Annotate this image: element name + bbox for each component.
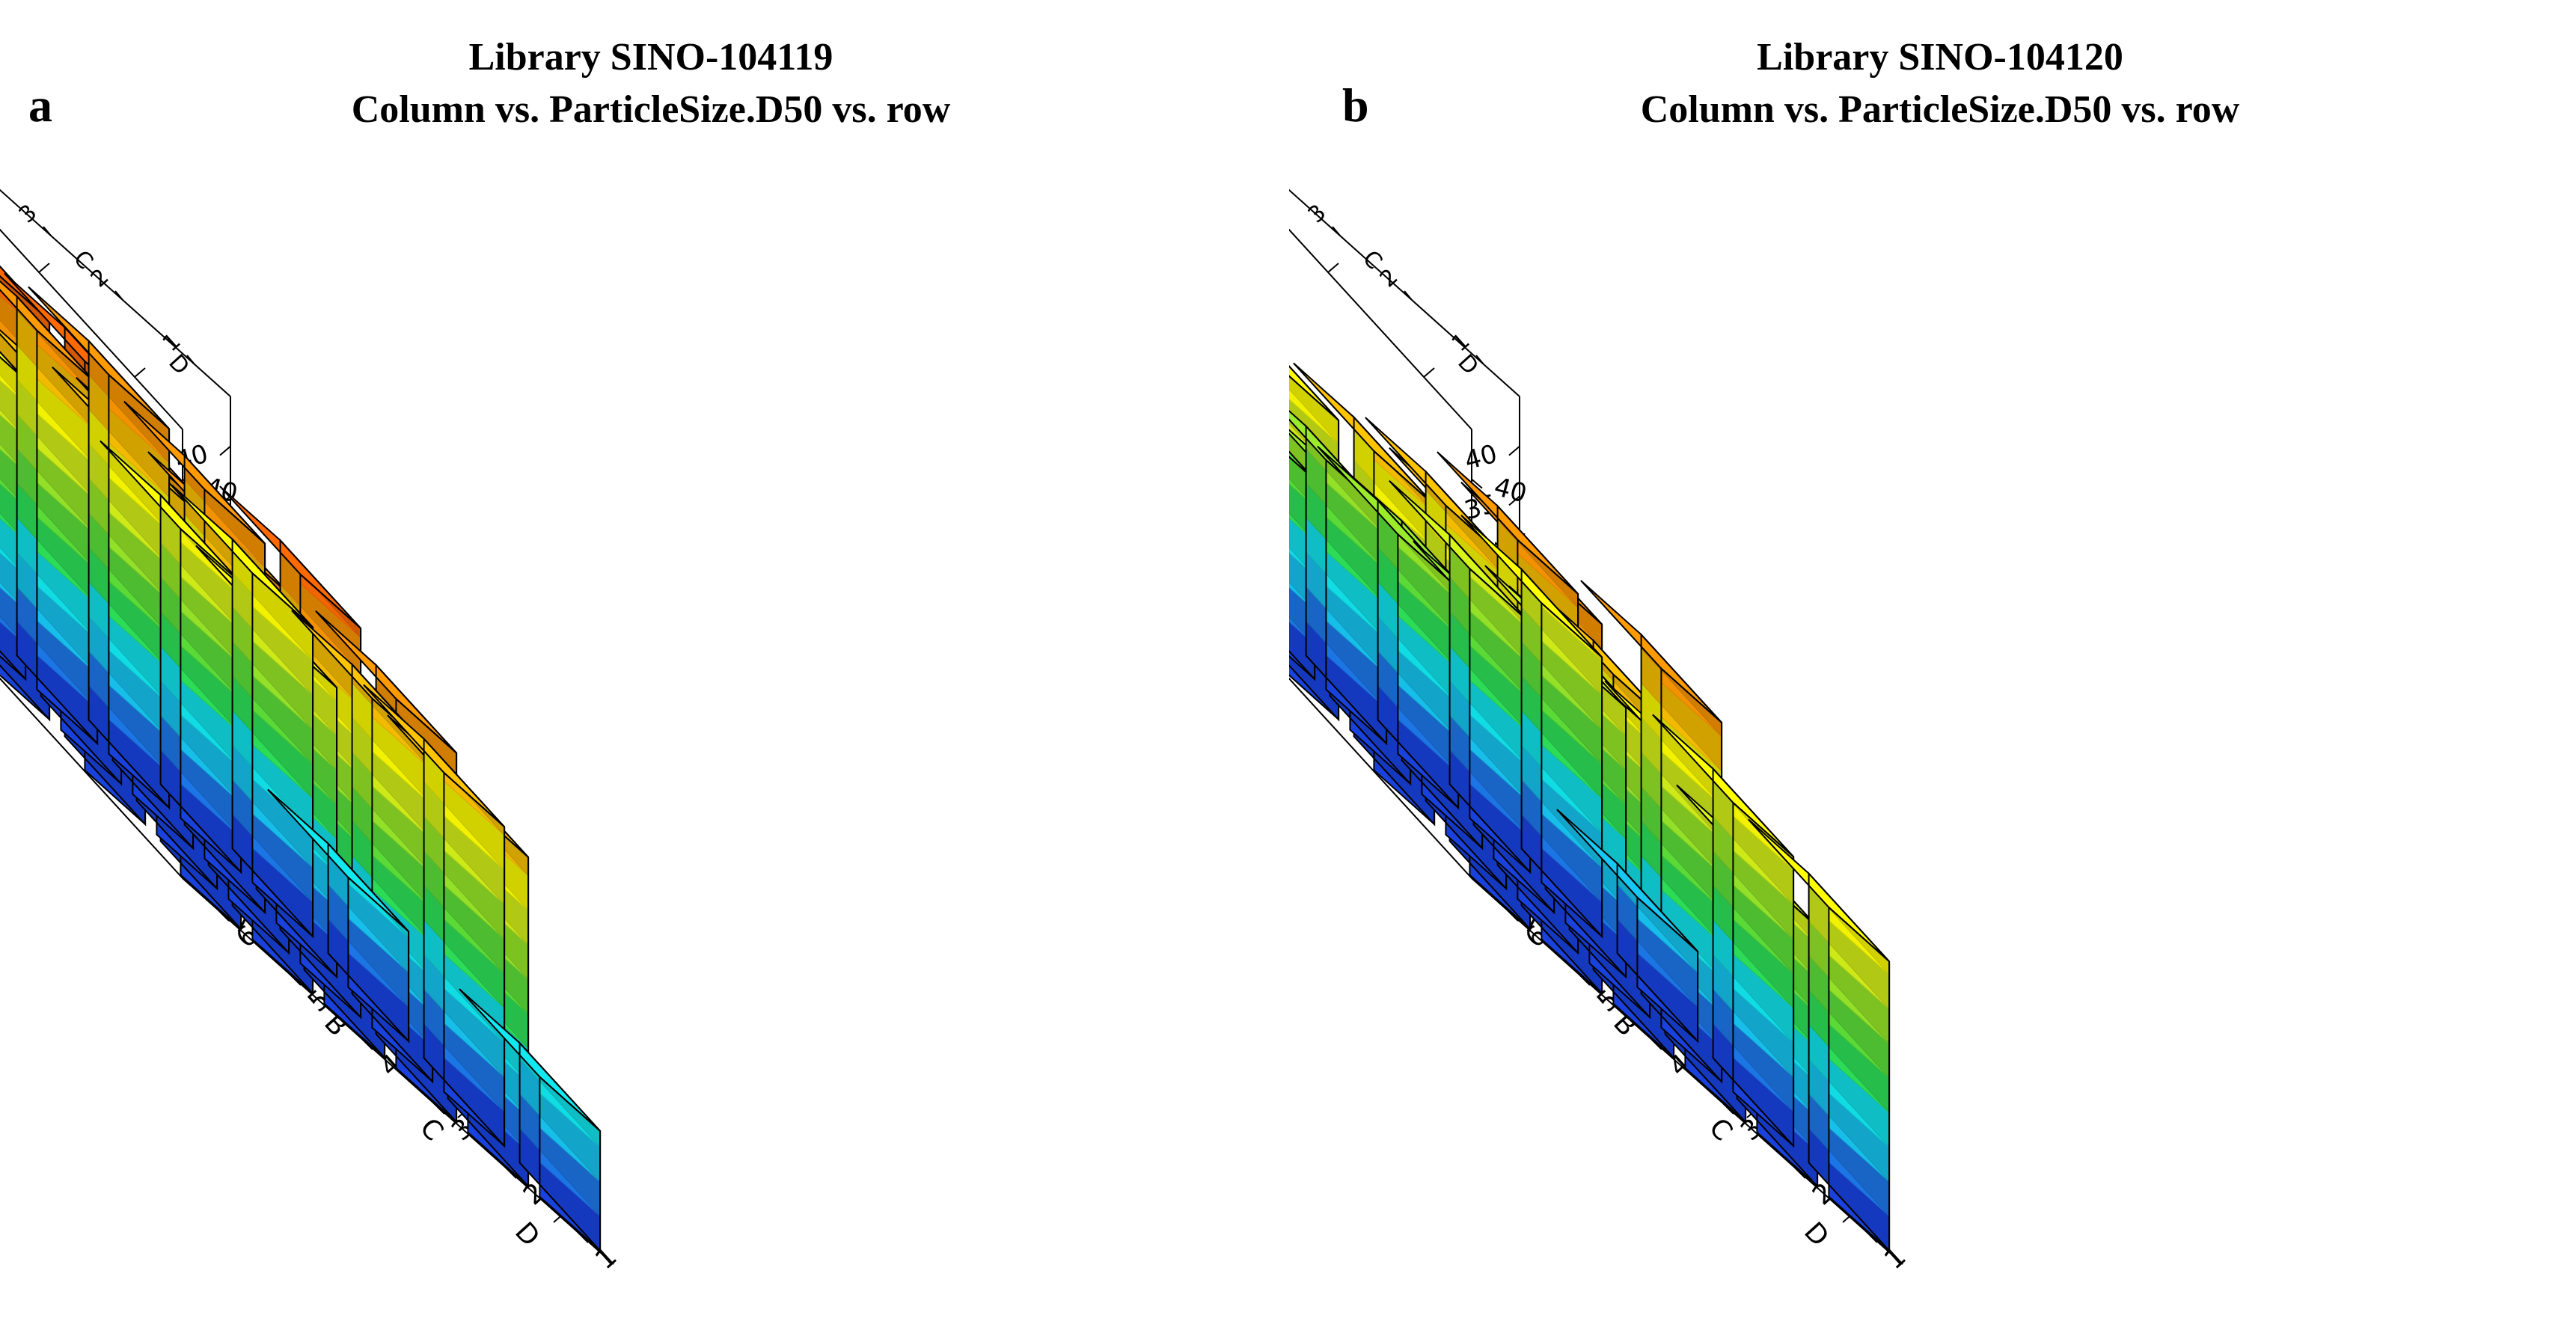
bar-D1 xyxy=(1748,818,1891,1253)
row-label-front: D xyxy=(509,1216,545,1252)
chart-subtitle-line: Column vs. ParticleSize.D50 vs. row xyxy=(1640,88,2240,131)
column-tick-back xyxy=(186,355,195,365)
column-tick-front xyxy=(1794,1167,1806,1179)
column-tick-back xyxy=(114,290,123,301)
column-tick-back xyxy=(1404,290,1413,301)
chart-panel-a: a Library SINO-104119 Column vs. Particl… xyxy=(0,0,1287,1342)
right-top-edge xyxy=(0,228,183,430)
bar-A2 xyxy=(1389,479,1532,874)
bar-A1 xyxy=(1460,514,1603,939)
row-label-front: C xyxy=(1703,1112,1738,1147)
bars xyxy=(0,265,602,1253)
panel-label-b: b xyxy=(1342,79,1369,132)
column-tick-back xyxy=(1332,226,1341,236)
bar-C2 xyxy=(291,610,434,1084)
row-tick-back xyxy=(134,367,146,378)
column-tick-front xyxy=(218,910,230,922)
row-label-back: D xyxy=(163,349,194,380)
bar-A4 xyxy=(1289,410,1388,746)
right-base-edge xyxy=(0,677,183,879)
row-label-back: D xyxy=(1452,349,1483,380)
chart-title-line: Library SINO-104119 xyxy=(468,36,833,79)
row-tick-back xyxy=(1327,263,1339,273)
right-base-edge xyxy=(1289,677,1472,879)
chart-subtitle-line: Column vs. ParticleSize.D50 vs. row xyxy=(351,88,951,131)
column-tick-front xyxy=(1650,1038,1662,1050)
z-tick-left-mark xyxy=(219,445,231,456)
row-label-back: B xyxy=(0,141,2,170)
chart-title-b: Library SINO-104120 Column vs. ParticleS… xyxy=(1424,31,2456,136)
row-label-back: B xyxy=(1289,141,1291,170)
bars xyxy=(1289,362,1891,1253)
column-tick-back xyxy=(43,226,52,236)
bar-A1 xyxy=(171,484,314,939)
column-tick-back xyxy=(1475,355,1484,365)
bar-B1 xyxy=(1556,809,1699,1044)
panel-label-a: a xyxy=(28,79,52,132)
column-tick-front xyxy=(1579,974,1591,986)
chart-title-line: Library SINO-104120 xyxy=(1757,36,2123,79)
column-tick-front xyxy=(505,1167,517,1179)
z-tick-right-mark xyxy=(182,877,194,888)
bar-A4 xyxy=(0,280,99,746)
column-tick-front xyxy=(433,1103,445,1115)
z-tick-left-mark xyxy=(1508,445,1520,456)
z-tick-right-mark xyxy=(1471,877,1483,888)
bar-C1 xyxy=(363,684,506,1148)
right-top-edge xyxy=(1289,228,1472,430)
z-tick-left-mark xyxy=(1508,495,1520,506)
front-right-base-edge xyxy=(1471,877,1903,1265)
column-tick-front xyxy=(361,1038,373,1050)
column-tick-front xyxy=(1866,1231,1878,1243)
z-tick-right-mark xyxy=(1471,478,1483,489)
left-top-edge xyxy=(1289,189,1520,397)
bar-A3 xyxy=(1317,445,1460,810)
column-tick-front xyxy=(577,1231,589,1243)
column-tick-front xyxy=(1507,910,1519,922)
z-tick-right-label: 40 xyxy=(1491,472,1530,509)
bar-D1 xyxy=(459,988,602,1253)
bar-B1 xyxy=(267,788,410,1044)
bar-A2 xyxy=(100,440,242,874)
front-right-base-edge xyxy=(182,877,614,1265)
column-tick-front xyxy=(290,974,302,986)
row-label-front: D xyxy=(1798,1216,1835,1252)
bar3d-chart-a: 00551010151520202525303035354040AABBCCDD… xyxy=(0,141,623,1275)
row-tick-back xyxy=(1423,367,1435,378)
bar3d-chart-b: 00551010151520202525303035354040AABBCCDD… xyxy=(1289,141,1912,1275)
row-tick-back xyxy=(38,263,50,273)
column-tick-front xyxy=(1722,1103,1734,1115)
chart-title-a: Library SINO-104119 Column vs. ParticleS… xyxy=(135,31,1167,136)
chart-panel-b: b Library SINO-104120 Column vs. Particl… xyxy=(1289,0,2576,1342)
left-top-edge xyxy=(0,189,231,397)
row-label-front: C xyxy=(414,1112,449,1147)
z-tick-left-label: 40 xyxy=(1461,439,1500,477)
